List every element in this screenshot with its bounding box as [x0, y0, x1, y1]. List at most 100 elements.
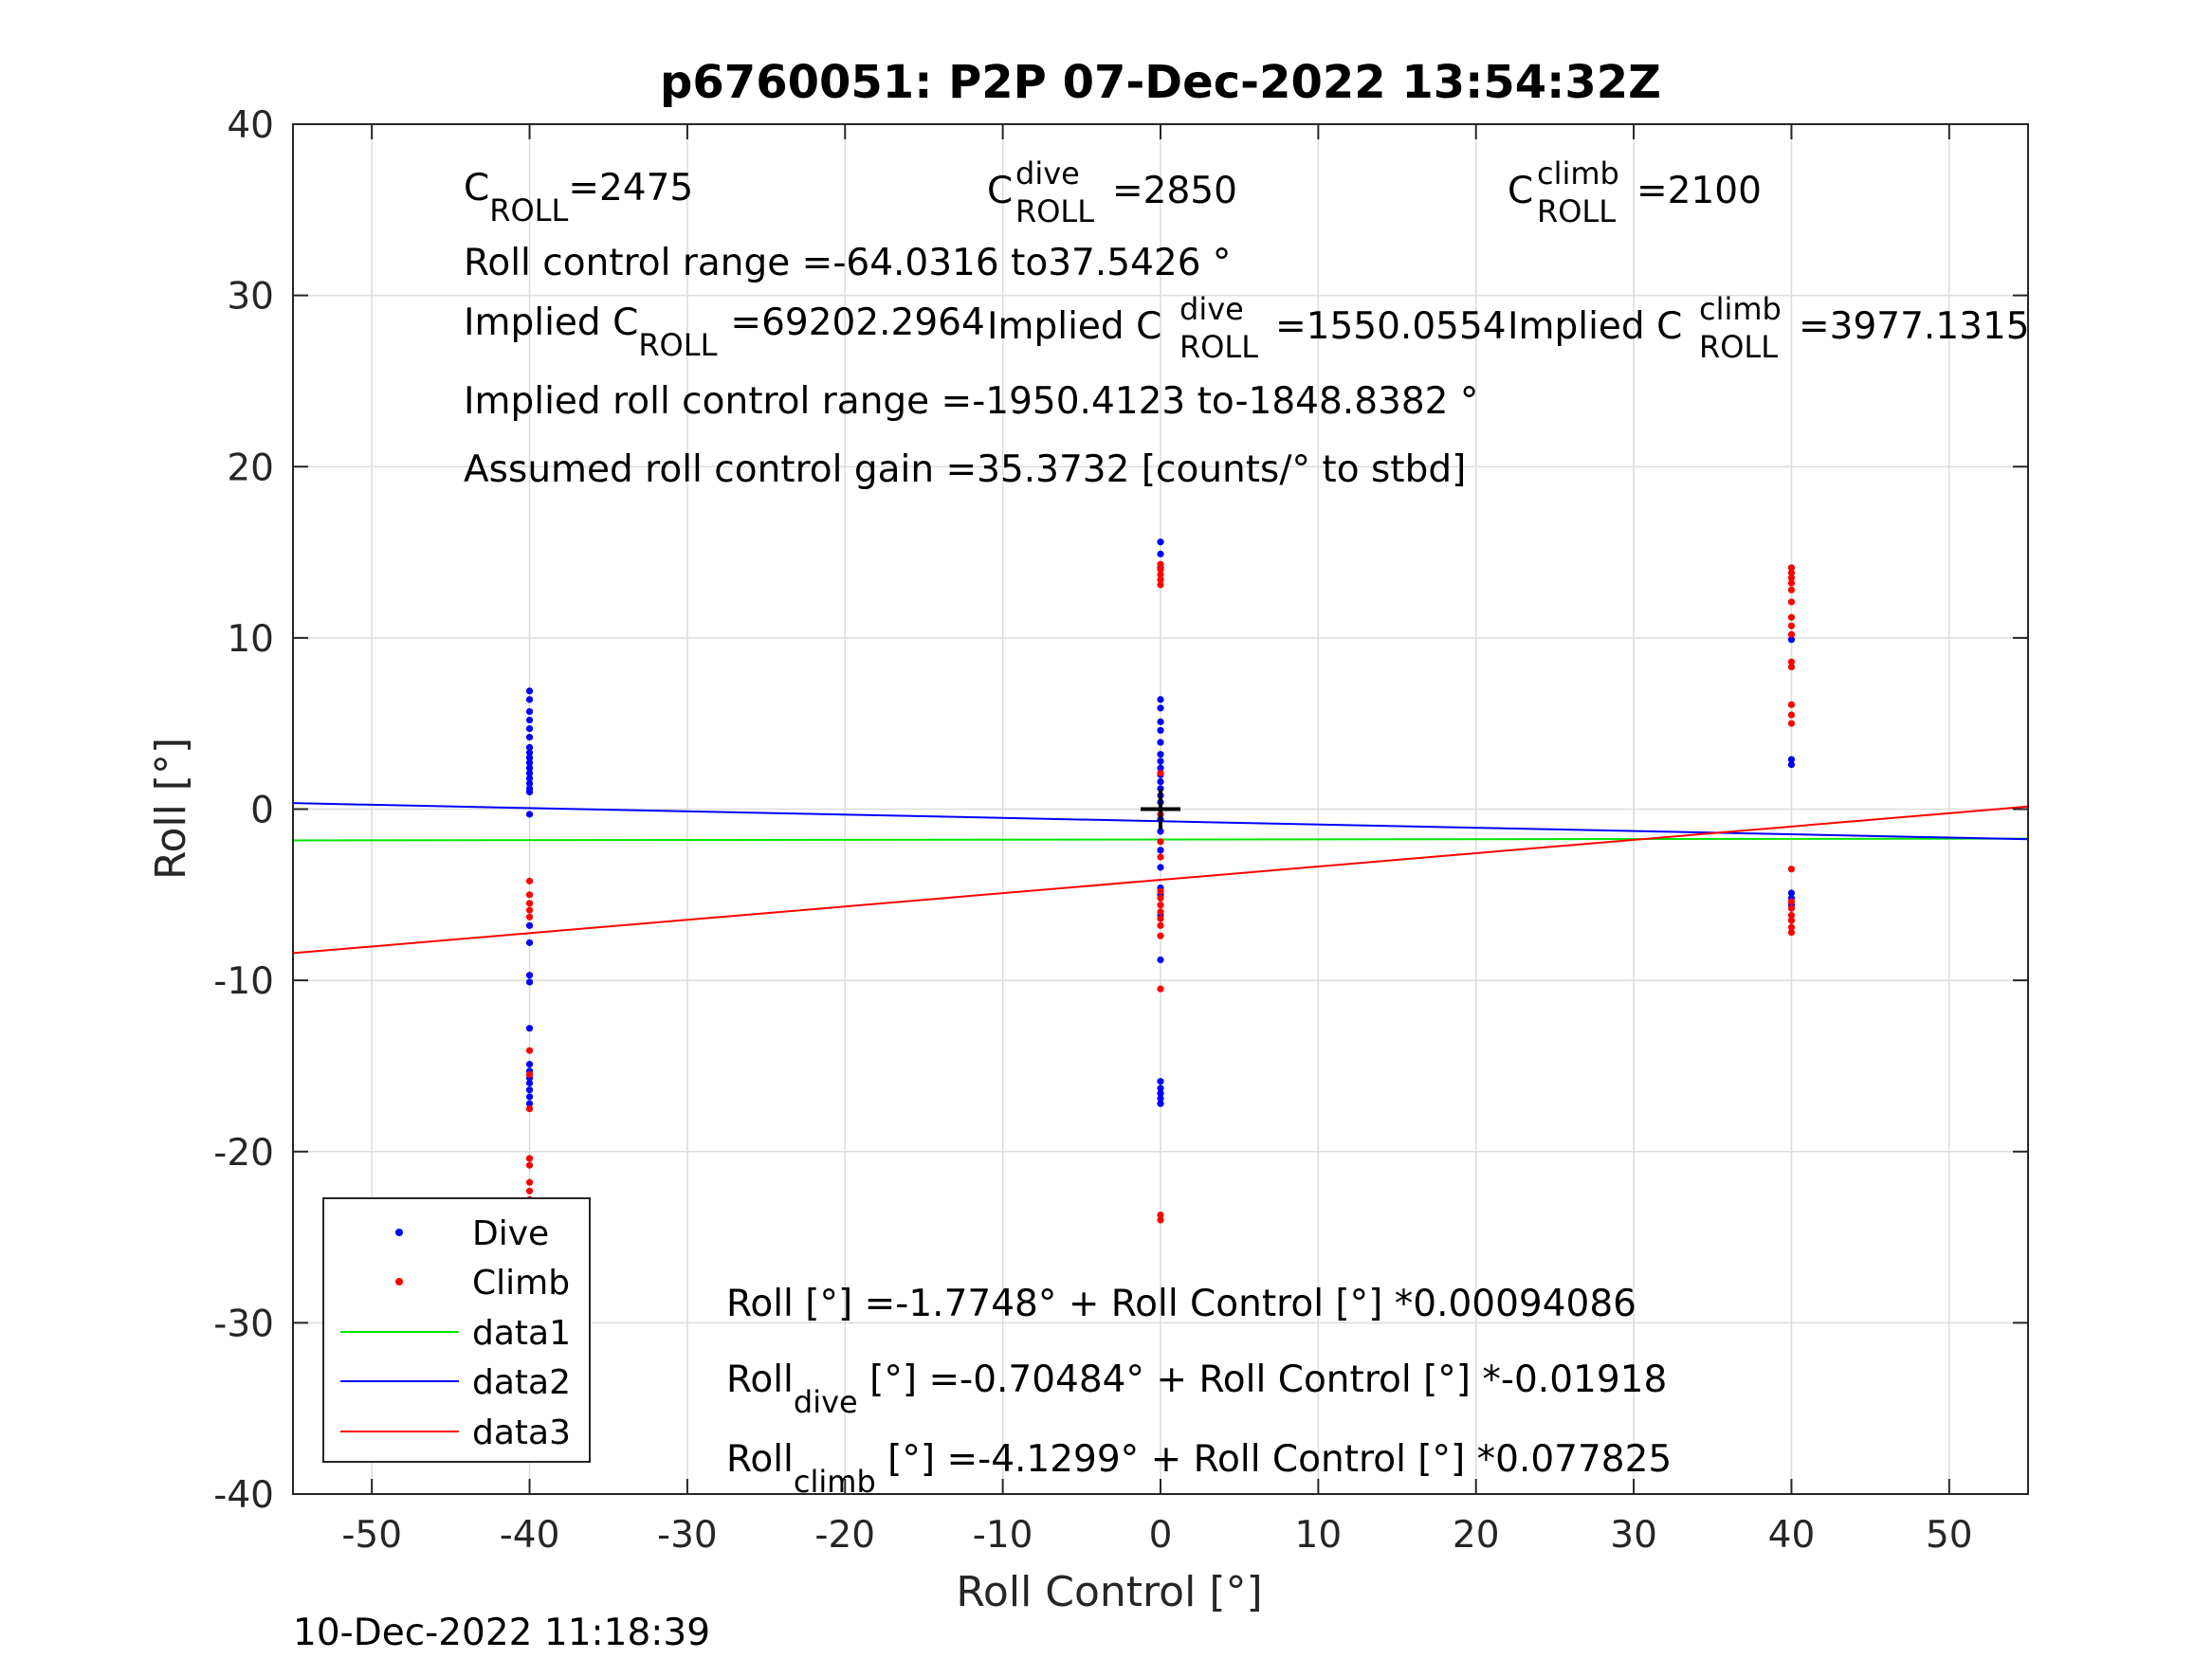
point-dive	[525, 716, 534, 724]
point-dive	[525, 754, 534, 761]
y-tick-label: 20	[227, 447, 274, 489]
point-climb	[1787, 586, 1796, 593]
point-climb	[1787, 866, 1796, 873]
legend-label: data2	[472, 1363, 571, 1402]
implied-c-dive-subscript: ROLL	[1179, 329, 1258, 365]
point-climb	[1787, 658, 1796, 665]
c-climb-label: C	[1508, 170, 1533, 212]
point-dive	[1787, 760, 1796, 769]
point-dive	[525, 1093, 534, 1101]
x-tick-label: 50	[1926, 1514, 1973, 1557]
c-roll-annotation: CROLL=2475	[464, 167, 693, 228]
point-climb	[1787, 711, 1796, 719]
point-climb	[1157, 932, 1164, 939]
implied-range-text: Implied roll control range =-1950.4123 t…	[464, 380, 1478, 423]
point-climb	[1787, 630, 1796, 638]
point-climb	[525, 1070, 534, 1079]
point-climb	[1157, 560, 1164, 568]
fit-equation-all: Roll [°] =-1.7748° + Roll Control [°] *0…	[726, 1283, 1636, 1325]
point-climb	[525, 877, 534, 884]
point-climb	[1787, 898, 1796, 905]
point-climb	[1787, 574, 1796, 582]
point-climb	[1787, 917, 1796, 924]
point-climb	[525, 900, 534, 907]
point-dive	[525, 734, 534, 741]
gain-text: Assumed roll control gain =35.3732 [coun…	[464, 448, 1466, 491]
x-tick-label: 10	[1295, 1514, 1343, 1557]
point-dive	[1157, 778, 1164, 786]
point-climb	[1157, 915, 1164, 922]
x-tick-label: 40	[1768, 1514, 1816, 1557]
c-climb-value: =2100	[1636, 170, 1762, 212]
point-dive	[1157, 751, 1164, 758]
point-dive	[525, 939, 534, 946]
point-climb	[525, 913, 534, 921]
c-dive-subscript: ROLL	[1015, 193, 1094, 229]
y-tick-label: 30	[227, 276, 274, 319]
point-dive	[1157, 864, 1164, 871]
point-dive	[525, 749, 534, 757]
point-dive	[1157, 1100, 1164, 1107]
implied-c-climb-value: =3977.1315	[1799, 305, 2030, 348]
roll-control-range-text: Roll control range =-64.0316 to37.5426 °	[464, 242, 1231, 284]
point-climb	[1787, 613, 1796, 621]
axis-ticks: -50 -40 -30 -20 -10 0 10 20 30 40 50 -40 -30 -20 -10 0 1…	[213, 104, 2028, 1557]
point-climb	[1787, 701, 1796, 708]
point-climb	[525, 1178, 534, 1186]
implied-c-dive-superscript: dive	[1179, 291, 1244, 327]
point-dive	[525, 1086, 534, 1094]
c-dive-value: =2850	[1112, 170, 1237, 212]
x-tick-label: -10	[973, 1514, 1033, 1557]
point-dive	[525, 775, 534, 782]
implied-c-climb-superscript: climb	[1699, 291, 1782, 327]
implied-c-climb-subscript: ROLL	[1699, 329, 1778, 365]
implied-c-dive-label: Implied C	[987, 305, 1161, 348]
point-dive	[1787, 889, 1796, 897]
legend-box	[322, 1197, 591, 1463]
point-climb	[1157, 566, 1164, 574]
point-dive	[1157, 764, 1164, 772]
point-dive	[1157, 1095, 1164, 1103]
x-axis-label: Roll Control [°]	[956, 1568, 1262, 1616]
x-tick-label: -40	[500, 1514, 560, 1557]
point-dive	[525, 764, 534, 772]
point-dive	[1157, 757, 1164, 765]
y-tick-label: -10	[213, 960, 274, 1003]
c-dive-label: C	[987, 170, 1013, 212]
implied-c-climb-label: Implied C	[1508, 305, 1682, 348]
point-climb	[1157, 887, 1164, 895]
point-climb	[1157, 581, 1164, 589]
c-climb-subscript: ROLL	[1537, 193, 1616, 229]
point-climb	[1157, 769, 1164, 777]
point-dive	[525, 788, 534, 796]
legend-marker-climb	[395, 1278, 403, 1285]
point-dive	[525, 779, 534, 788]
implied-c-dive-value: =1550.0554	[1275, 305, 1507, 348]
point-climb	[1157, 853, 1164, 861]
point-dive	[1157, 538, 1164, 546]
point-dive	[1787, 756, 1796, 763]
point-dive	[1157, 718, 1164, 725]
point-dive	[525, 811, 534, 818]
point-dive	[1157, 1089, 1164, 1097]
legend: Dive Climb data1 data2 data3	[322, 1197, 591, 1463]
y-axis-label: Roll [°]	[147, 738, 195, 880]
point-dive	[1787, 636, 1796, 644]
point-climb	[1787, 598, 1796, 606]
point-climb	[1157, 921, 1164, 929]
fit-line-data3	[292, 805, 2029, 955]
legend-marker-dive	[395, 1229, 403, 1236]
point-dive	[1157, 1085, 1164, 1092]
point-climb	[1787, 622, 1796, 629]
point-climb	[1157, 902, 1164, 909]
point-climb	[525, 1161, 534, 1169]
x-tick-label: -50	[341, 1514, 402, 1557]
y-tick-label: 10	[227, 618, 274, 661]
point-climb	[1157, 908, 1164, 916]
point-dive	[1157, 704, 1164, 712]
y-tick-label: 40	[227, 104, 274, 147]
point-dive	[525, 1079, 534, 1087]
point-climb	[1787, 569, 1796, 576]
point-dive	[1157, 550, 1164, 557]
